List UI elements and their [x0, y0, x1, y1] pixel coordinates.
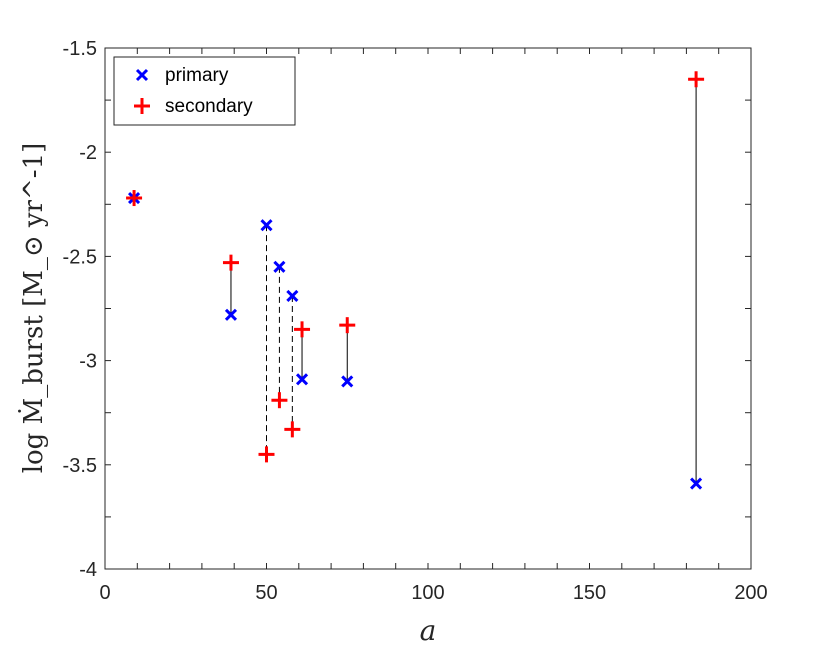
- x-stroke: [224, 308, 238, 321]
- secondary-point: [339, 317, 356, 334]
- x-tick-labels: 0 50 100 150 200: [99, 582, 767, 604]
- x-tick-label: 150: [573, 582, 606, 604]
- x-stroke: [135, 68, 149, 82]
- secondary-point: [271, 392, 288, 409]
- x-stroke: [273, 260, 286, 273]
- secondary-point: [284, 421, 301, 438]
- secondary-point: [258, 446, 275, 463]
- x-stroke: [341, 375, 354, 388]
- x-axis-label: a: [420, 614, 437, 647]
- legend-box: [113, 56, 296, 126]
- legend-primary-marker: [135, 68, 149, 82]
- x-stroke: [295, 373, 309, 386]
- primary-point: [341, 375, 354, 388]
- legend-plus-icon: [134, 98, 150, 114]
- secondary-point: [222, 254, 239, 271]
- y-tick-label: -3.5: [63, 455, 97, 477]
- x-stroke: [286, 289, 299, 303]
- plot-area-frame: [104, 47, 752, 570]
- primary-point: [224, 308, 238, 321]
- legend-x-icon: [135, 68, 149, 82]
- data-markers: [126, 71, 705, 490]
- x-tick-label: 0: [99, 582, 110, 604]
- axis-ticks: [104, 47, 752, 570]
- x-tick-label: 200: [734, 582, 767, 604]
- primary-point: [286, 289, 299, 303]
- secondary-point: [688, 71, 705, 88]
- y-tick-label: -3: [79, 351, 97, 373]
- legend-primary-label: primary: [165, 65, 229, 86]
- y-tick-label: -4: [79, 559, 97, 581]
- x-tick-label: 50: [255, 582, 277, 604]
- y-tick-labels: -4 -3.5 -3 -2.5 -2 -1.5: [63, 38, 97, 581]
- secondary-point: [294, 321, 311, 338]
- x-stroke: [690, 477, 703, 490]
- x-tick-label: 100: [411, 582, 444, 604]
- y-tick-label: -2: [79, 142, 97, 164]
- y-axis-label: log Ṁ_burst [M_⊙ yr^-1]: [18, 143, 49, 474]
- primary-point: [690, 477, 703, 490]
- legend-secondary-label: secondary: [165, 96, 253, 117]
- secondary-point: [126, 190, 143, 207]
- primary-point: [295, 373, 309, 386]
- legend-secondary-marker: [134, 98, 150, 114]
- legend: primary secondary: [113, 56, 296, 126]
- y-tick-label: -2.5: [63, 246, 97, 268]
- connector-lines: [230, 79, 697, 484]
- primary-point: [273, 260, 286, 273]
- x-stroke: [260, 219, 273, 232]
- primary-point: [260, 219, 273, 232]
- y-tick-label: -1.5: [63, 38, 97, 60]
